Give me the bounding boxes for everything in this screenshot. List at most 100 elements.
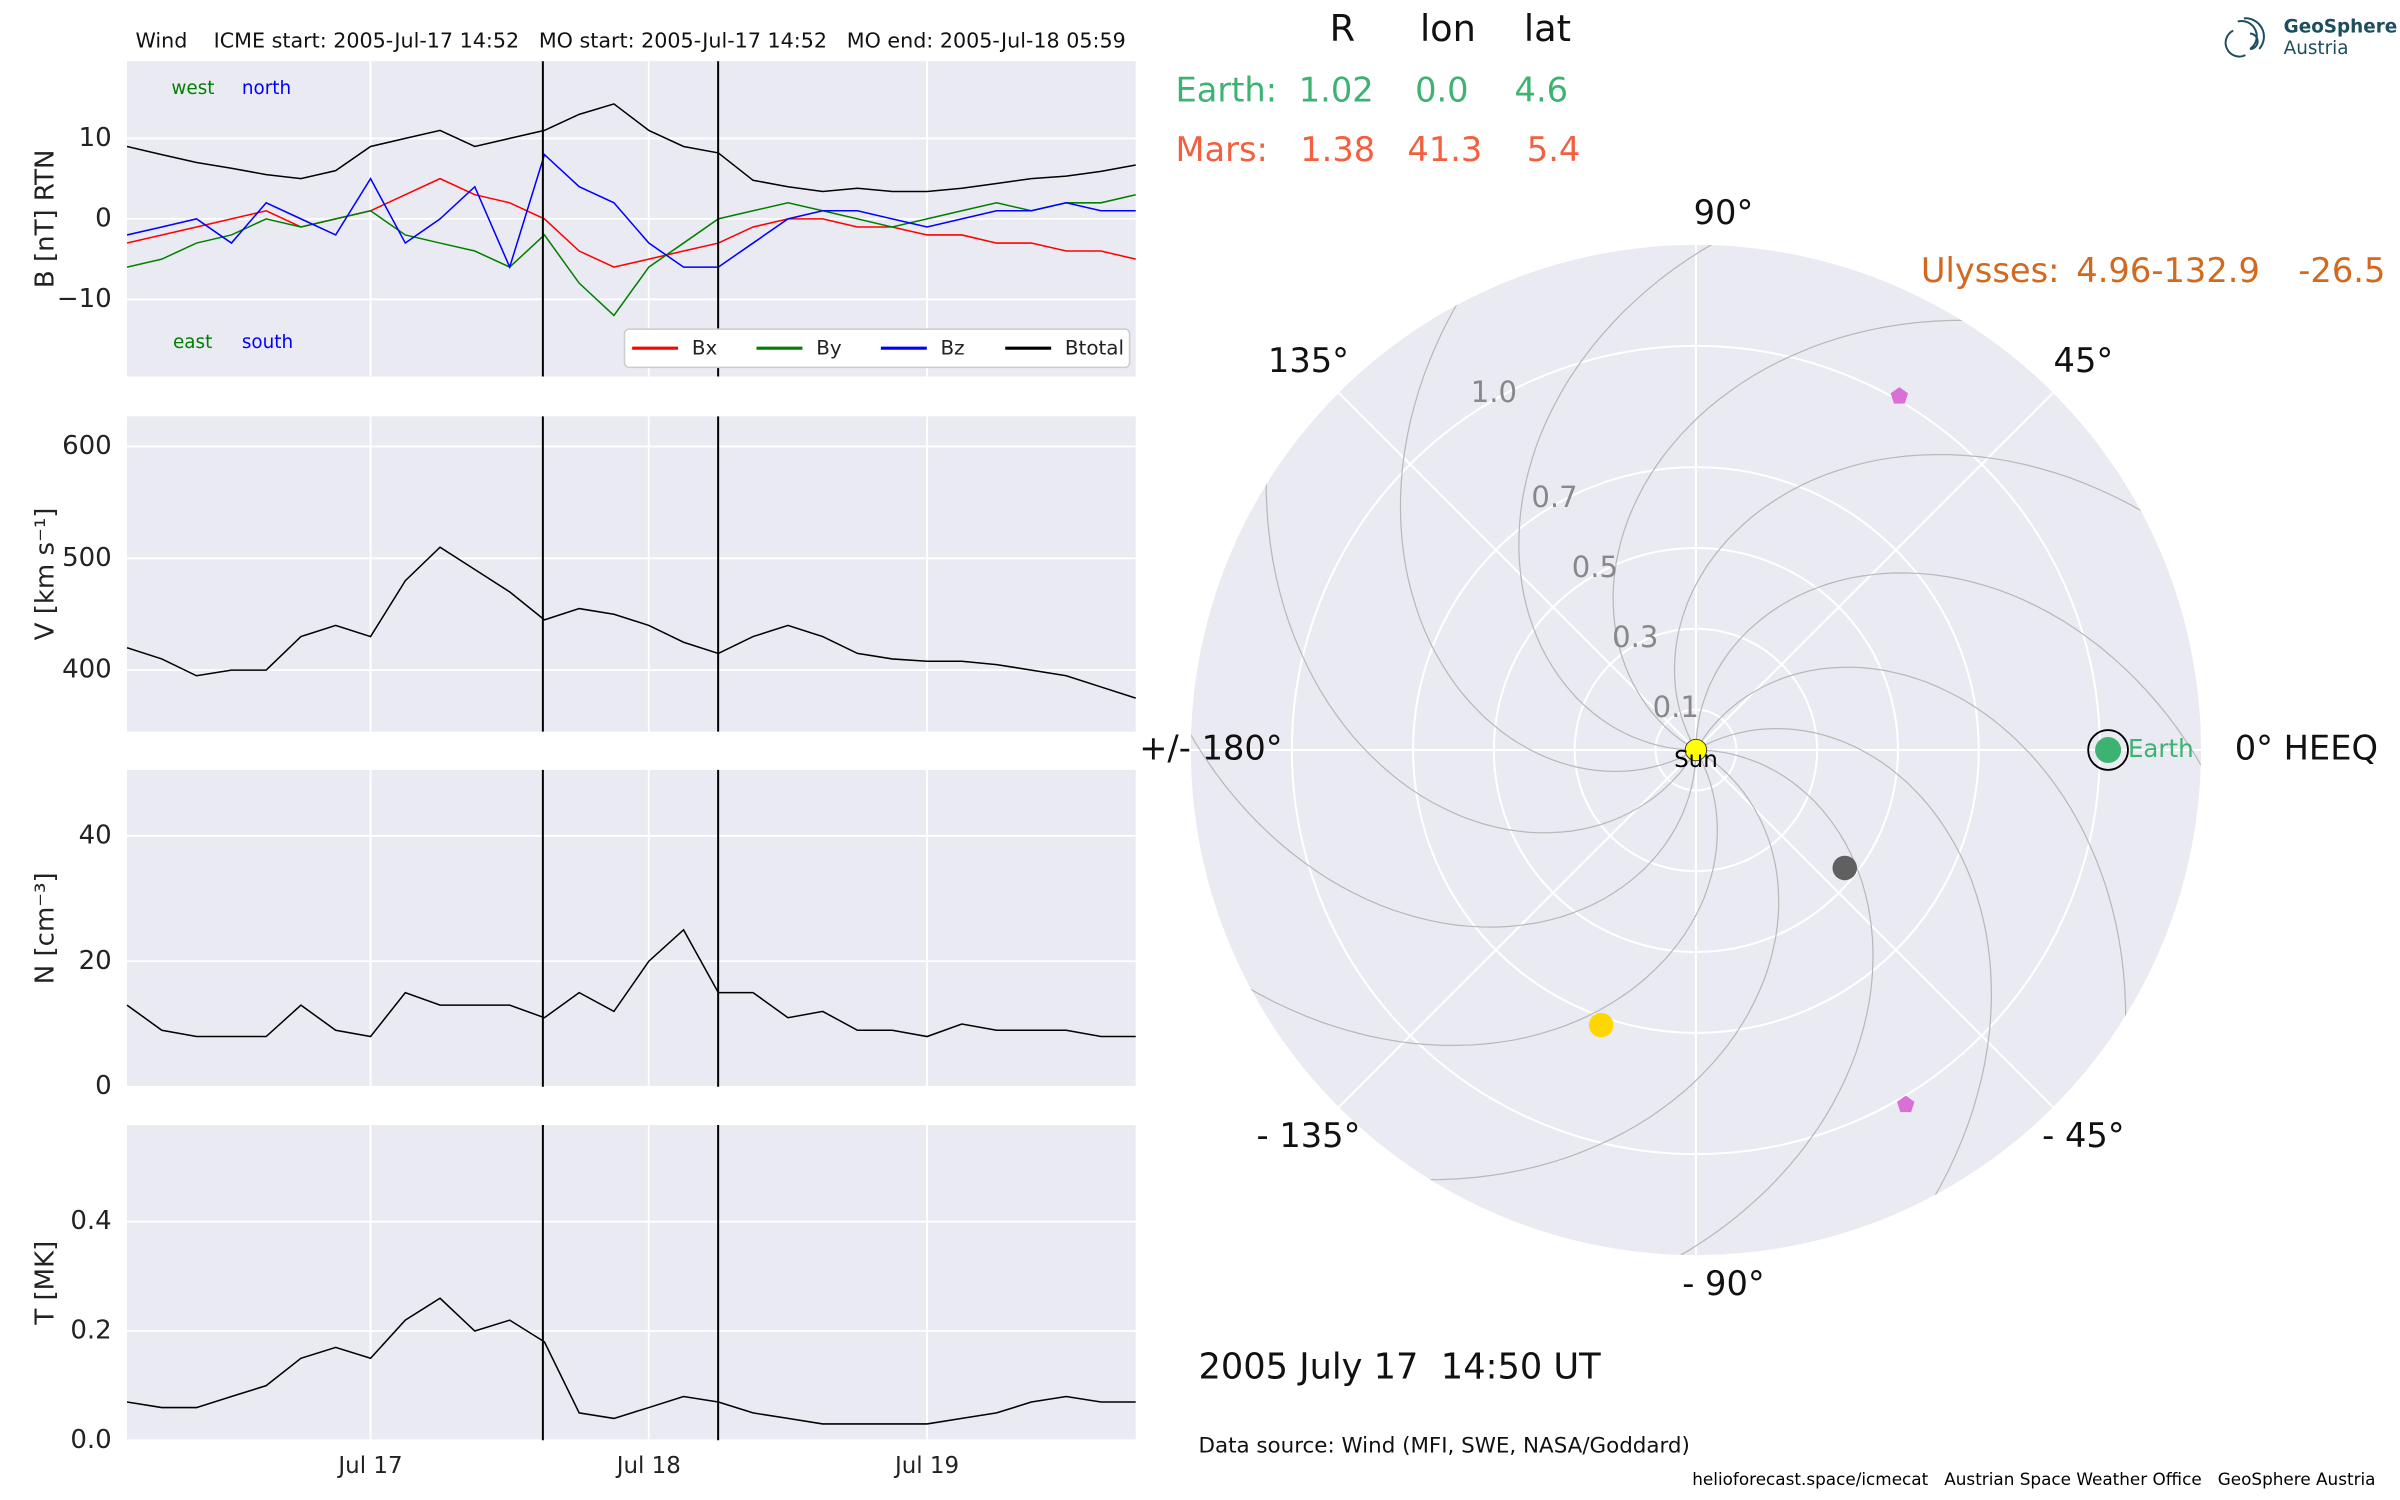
y-axis-label: V [km s⁻¹]	[30, 508, 60, 641]
planet-ring	[2087, 729, 2129, 771]
series-line	[126, 193, 1136, 317]
r-tick-label: 0.3	[1612, 620, 1658, 654]
data-source: Data source: Wind (MFI, SWE, NASA/Goddar…	[1198, 1433, 1689, 1458]
logo-text: GeoSphere	[2284, 17, 2398, 38]
series-line	[126, 1297, 1136, 1425]
parker-spiral	[1399, 244, 1697, 773]
parker-spiral	[1673, 453, 2202, 751]
logo-arc	[2224, 29, 2246, 58]
legend-box	[623, 328, 1131, 369]
parker-spiral	[1265, 386, 1697, 834]
table-value: 4.6	[1515, 70, 1569, 109]
parker-spiral	[1518, 244, 1801, 751]
theta-tick-label: 90°	[1694, 193, 1754, 232]
y-tick-label: 40	[79, 820, 112, 850]
annotation: east	[173, 332, 212, 353]
logo-arc	[2243, 17, 2265, 50]
theta-tick-label: +/- 180°	[1139, 729, 1282, 768]
table-value: 0.0	[1415, 70, 1469, 109]
y-tick-label: 600	[62, 431, 112, 461]
theta-tick-label: 45°	[2054, 341, 2114, 380]
table-row-label: Mars:	[1176, 130, 1268, 169]
spacecraft-marker	[1897, 1095, 1915, 1113]
spacecraft-marker	[1890, 387, 1909, 404]
series-line	[126, 153, 1136, 270]
table-value: 41.3	[1407, 130, 1482, 169]
date-label: 2005 July 17 14:50 UT	[1198, 1346, 1601, 1387]
table-row-label: Ulysses:	[1921, 251, 2060, 290]
logo-arc	[2237, 19, 2258, 50]
y-axis-label: B [nT] RTN	[30, 150, 60, 289]
y-axis-label: T [MK]	[30, 1241, 60, 1326]
sun-marker	[1684, 738, 1708, 762]
theta-tick-label: - 90°	[1682, 1264, 1765, 1303]
r-tick-label: 0.7	[1531, 480, 1577, 514]
chart-title: Wind ICME start: 2005-Jul-17 14:52 MO st…	[135, 28, 1125, 52]
y-tick-label: 500	[62, 543, 112, 573]
parker-spiral	[1695, 727, 1992, 1256]
legend-label: Btotal	[1065, 336, 1124, 359]
annotation: west	[171, 78, 214, 99]
body-label: Sun	[1674, 747, 1718, 773]
table-header: lat	[1524, 7, 1571, 50]
y-tick-label: −10	[57, 284, 112, 314]
series-line	[126, 546, 1136, 699]
series-line	[126, 177, 1136, 268]
parker-spiral	[1612, 319, 2060, 751]
y-tick-label: 10	[79, 123, 112, 153]
plot-background	[127, 1125, 1136, 1441]
y-tick-label: 0.0	[70, 1425, 111, 1455]
table-header: R	[1330, 7, 1356, 50]
annotation: north	[242, 78, 291, 99]
annotation: south	[242, 332, 293, 353]
y-tick-label: 0.4	[70, 1206, 111, 1236]
parker-spiral	[1695, 666, 2127, 1114]
legend-label: By	[816, 336, 842, 359]
y-axis-label: N [cm⁻³]	[30, 872, 60, 984]
theta-tick-label: 0° HEEQ	[2235, 729, 2378, 768]
table-row-label: Earth:	[1176, 70, 1278, 109]
spirals	[1190, 244, 2202, 1256]
footer: helioforecast.space/icmecat Austrian Spa…	[1692, 1469, 2375, 1489]
y-tick-label: 20	[79, 946, 112, 976]
parker-spiral	[1332, 749, 1780, 1181]
plot-background	[127, 416, 1136, 732]
r-tick-label: 0.1	[1653, 690, 1699, 724]
theta-tick-label: - 135°	[1256, 1116, 1360, 1155]
table-header: lon	[1420, 7, 1476, 50]
parker-spiral	[1190, 645, 1697, 928]
x-tick-label: Jul 17	[336, 1453, 402, 1479]
plot-background	[127, 769, 1136, 1087]
body-label: Earth	[2128, 734, 2194, 763]
x-tick-label: Jul 19	[893, 1453, 959, 1479]
table-value: -26.5	[2298, 251, 2385, 290]
spacecraft-marker	[1832, 855, 1858, 881]
y-tick-label: 400	[62, 655, 112, 685]
logo-icon	[2224, 17, 2265, 58]
r-tick-label: 1.0	[1471, 375, 1517, 409]
table-value: -132.9	[2151, 251, 2260, 290]
table-value: 1.02	[1299, 70, 1374, 109]
x-tick-label: Jul 18	[615, 1453, 681, 1479]
theta-tick-label: 135°	[1268, 341, 1349, 380]
parker-spiral	[1591, 749, 1874, 1256]
legend-label: Bx	[692, 336, 718, 359]
logo-arc	[2249, 32, 2259, 50]
table-value: 4.96	[2076, 251, 2151, 290]
series-line	[126, 103, 1136, 193]
y-tick-label: 0	[95, 203, 112, 233]
r-tick-label: 0.5	[1572, 550, 1618, 584]
logo-text: Austria	[2284, 38, 2349, 59]
spacecraft-marker	[1588, 1012, 1614, 1038]
table-value: 1.38	[1300, 130, 1375, 169]
series-line	[126, 928, 1136, 1038]
planet-marker	[2095, 736, 2122, 764]
parker-spiral	[1190, 749, 1718, 1047]
theta-tick-label: - 45°	[2042, 1116, 2125, 1155]
y-tick-label: 0.2	[70, 1316, 111, 1346]
table-value: 5.4	[1527, 130, 1581, 169]
parker-spiral	[1695, 572, 2202, 855]
y-tick-label: 0	[95, 1071, 112, 1101]
